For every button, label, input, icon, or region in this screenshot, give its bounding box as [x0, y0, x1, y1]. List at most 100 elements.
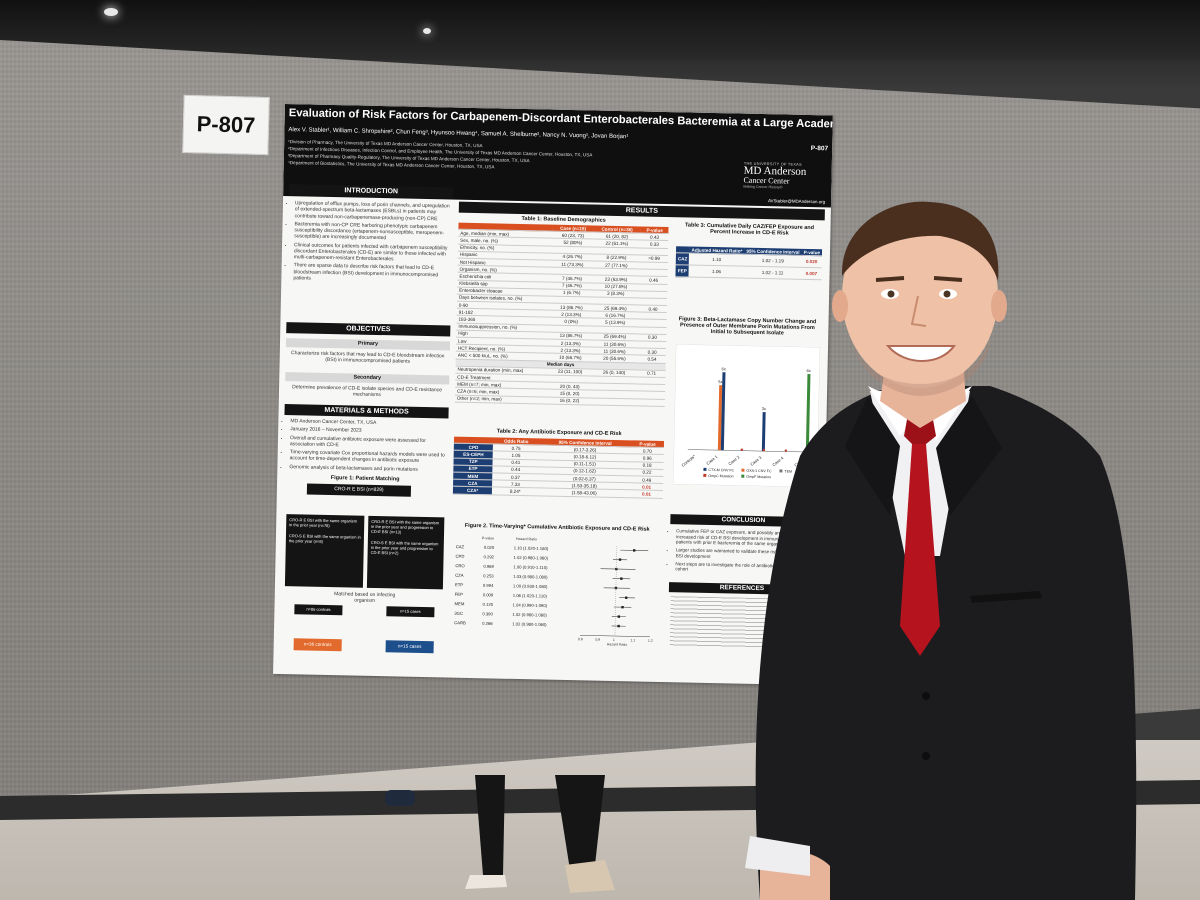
presenter-person — [740, 196, 1160, 900]
bar-value-label: 6x — [721, 366, 725, 371]
mutation-marker — [762, 448, 766, 452]
board-number-tag: P-807 — [182, 94, 270, 156]
matched-label: Matched based on infecting organism — [334, 591, 396, 605]
primary-objective-label: Primary — [285, 338, 451, 351]
bar-value-label: 3x — [762, 406, 766, 411]
legend-label: OXA-1 CNV FC — [746, 469, 772, 474]
forest-drug-label: CRO — [455, 563, 465, 568]
forest-drug-label: 3GC — [454, 611, 463, 616]
ceiling-light — [423, 28, 431, 34]
controls-86-box: n=86 controls — [294, 604, 343, 616]
legend-swatch — [741, 474, 745, 478]
figure2-title: Figure 2. Time-Varying* Cumulative Antib… — [464, 522, 650, 533]
forest-drug-label: CARB — [454, 620, 466, 625]
table-cell: CAZ — [675, 252, 690, 266]
list-item: Upregulation of efflux pumps, loss of po… — [295, 200, 453, 222]
forest-p-label: 0.009 — [483, 592, 494, 597]
primary-objective-text: Characterize risk factors that may lead … — [291, 350, 445, 365]
list-item: Time-varying covariate Cox proportional … — [290, 449, 448, 465]
list-item: There are sparse data to describe risk f… — [293, 262, 451, 284]
cro-r-total-box: CRO-R E BSI (n=829) — [306, 483, 412, 497]
forest-hr-label: 1.10 (1.020-1.180) — [514, 545, 549, 551]
forest-p-label: 0.020 — [484, 545, 495, 550]
methods-list: MD Anderson Cancer Center, TX, USA Janua… — [283, 418, 448, 475]
forest-drug-label: ETP — [455, 582, 463, 587]
figure1-title: Figure 1: Patient Matching — [330, 475, 400, 483]
forest-axis-label: Hazard Ratio — [607, 642, 628, 646]
box-text: CRO-R E BSI with the same organism in th… — [289, 517, 358, 529]
list-item: Overall and cumulative antibiotic exposu… — [290, 435, 448, 451]
passerby-shoe — [385, 790, 415, 806]
baseline-demographics-table: Case (n=15) Control (n=36) P-value Age, med… — [454, 222, 669, 407]
passerby-legs — [465, 775, 625, 900]
legend-label: TEM — [784, 470, 792, 474]
forest-p-label: 0.253 — [483, 573, 494, 578]
antibiotic-exposure-table: Odds Ratio 95% Confidence Interval P-value… — [452, 436, 665, 499]
forest-point — [617, 624, 620, 628]
poster-authors: Alex V. Stabler¹, William C. Shropshire²… — [288, 127, 629, 141]
copy-number-bar — [720, 372, 726, 451]
poster-code: P-807 — [810, 145, 829, 153]
forest-p-label: 0.125 — [483, 602, 494, 607]
legend-swatch — [741, 468, 745, 472]
mutation-marker — [784, 449, 788, 452]
forest-p-label: 0.969 — [483, 564, 494, 569]
forest-x-axis — [579, 635, 650, 638]
ceiling — [0, 0, 1200, 60]
table-cell: 16 (0, 22) — [549, 396, 590, 405]
cases-15-box: n=15 cases — [386, 606, 435, 618]
forest-p-label: 0.390 — [482, 611, 493, 616]
table-cell: 1.10 — [689, 253, 745, 267]
box-text: CRO-S E BSI with the same organism in th… — [370, 539, 439, 556]
forest-point — [625, 596, 628, 599]
institution-logo: THE UNIVERSITY OF TEXAS MD Anderson Canc… — [743, 162, 824, 191]
legend-label: OmpF Mutation — [746, 475, 771, 480]
forest-p-label: 0.292 — [484, 554, 495, 559]
forest-point — [617, 615, 621, 618]
forest-hr-label: 1.04 (0.990-1.090) — [513, 602, 548, 608]
forest-hr-label: 1.02 (0.980-1.060) — [512, 612, 547, 618]
methods-heading: MATERIALS & METHODS — [284, 404, 449, 419]
forest-drug-label: CZA — [455, 573, 464, 578]
table-cell: 1.06 — [688, 265, 745, 279]
secondary-objective-label: Secondary — [285, 372, 450, 385]
copy-number-bar — [761, 412, 766, 452]
forest-p-label: 0.266 — [482, 621, 493, 626]
table-cell — [589, 397, 638, 406]
forest-hr-label: 1.00 (0.910-1.110) — [513, 564, 548, 570]
legend-swatch — [779, 469, 783, 473]
forest-hr-label: 1.03 (0.980-1.080) — [513, 574, 548, 580]
forest-hr-label: 1.06 (1.020-1.110) — [513, 593, 548, 599]
cases-15-final-box: n=15 cases — [385, 640, 434, 654]
forest-ci-line — [600, 568, 636, 570]
table-cell: 0.01 — [630, 490, 663, 498]
legend-label: CTX-M CNV FC — [708, 468, 734, 473]
table-cell: (1.58-43.06) — [538, 488, 631, 498]
forest-point — [621, 605, 624, 609]
forest-hr-label: 1.02 (0.980-1.060) — [514, 555, 549, 561]
legend-swatch — [703, 473, 707, 477]
forest-drug-label: MEM — [455, 601, 465, 606]
forest-col-hr: Hazard Ratio — [516, 537, 537, 541]
right-group-box: CRO-R E BSI with the same organism in th… — [366, 515, 445, 590]
secondary-objective-text: Determine prevalence of CD-E isolate spe… — [292, 384, 442, 399]
table-cell — [637, 398, 665, 407]
box-text: CRO-R E BSI with the same organism in th… — [371, 518, 440, 535]
ceiling-light — [104, 8, 118, 16]
forest-tick-label: 1.1 — [630, 638, 635, 642]
objectives-heading: OBJECTIVES — [286, 322, 451, 337]
forest-point — [633, 549, 636, 552]
forest-drug-label: FEP — [455, 592, 463, 597]
table-cell: 8.24* — [492, 487, 539, 496]
forest-hr-label: 1.02 (0.980-1.060) — [512, 621, 547, 627]
list-item: Genomic analysis of beta-lactamases and … — [289, 464, 447, 474]
copy-number-bar — [805, 374, 811, 453]
forest-tick-label: 0.8 — [595, 638, 600, 642]
forest-col-p: P-value — [482, 536, 494, 540]
forest-drug-label: CPD — [456, 554, 465, 559]
chart-baseline — [687, 449, 814, 453]
table-cell: FEP — [675, 264, 690, 278]
forest-hr-label: 1.00 (0.930-1.080) — [513, 583, 548, 589]
table-cell: Other (n=2; min, max) — [454, 394, 550, 404]
